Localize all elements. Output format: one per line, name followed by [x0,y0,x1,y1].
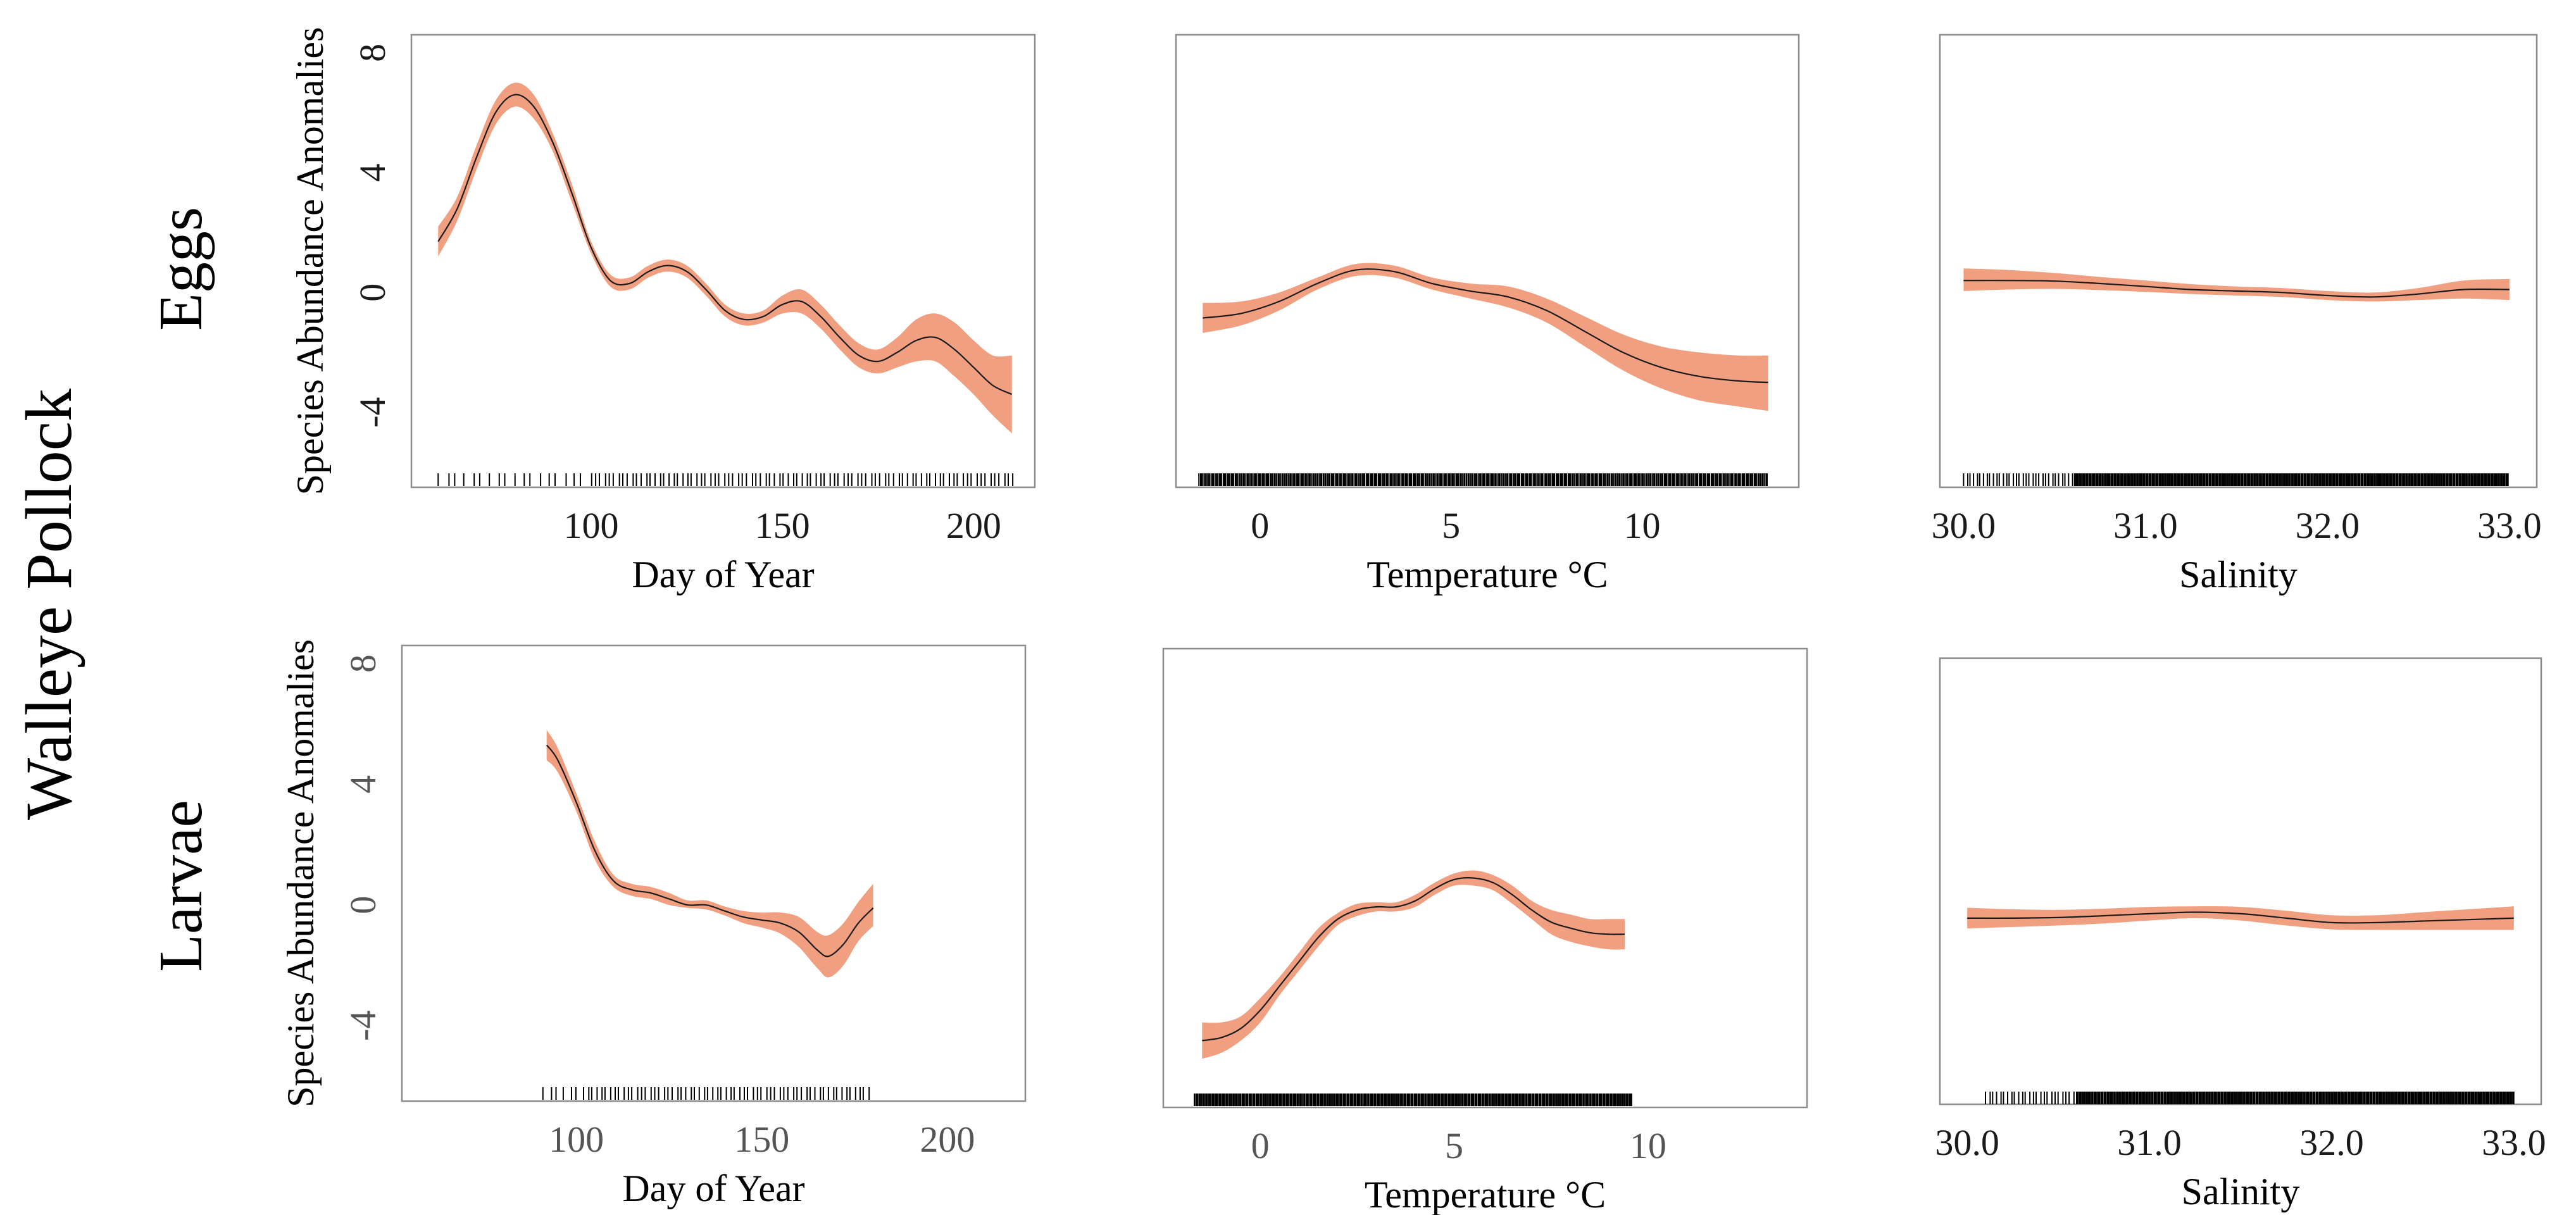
y-tick-label: 8 [352,44,393,62]
x-axis-label: Day of Year [632,554,814,595]
rug-ticks [437,473,1014,486]
x-tick-label: 200 [946,505,1001,546]
y-tick-label: 4 [342,775,384,794]
x-tick-label: 0 [1251,505,1269,546]
x-axis-label: Temperature °C [1366,554,1608,595]
row-label-eggs: Eggs [147,207,215,331]
x-tick-label: 100 [564,505,619,546]
rug-ticks [1985,1092,2515,1104]
x-axis-label: Day of Year [622,1168,804,1209]
plot-frame [1162,647,1808,1109]
x-tick-label: 200 [920,1119,975,1160]
panel-larvae-day-of-year: 100 150 200 -4 0 4 8 Day of Year Species Abundan… [280,639,1027,1209]
x-tick-label: 10 [1630,1125,1666,1166]
fitted-line [1967,911,2514,924]
y-tick-label: 0 [342,896,384,914]
x-tick-label: 33.0 [2482,1122,2546,1163]
y-axis-label: Species Abundance Anomalies [289,27,331,495]
fitted-line [1963,280,2510,298]
x-tick-label: 32.0 [2296,505,2360,546]
x-tick-label: 5 [1442,505,1460,546]
panel-larvae-temperature: 0 5 10 Temperature °C [1162,647,1808,1215]
rug-ticks [542,1087,870,1100]
x-tick-label: 5 [1445,1125,1463,1166]
panel-eggs-temperature: 0 5 10 Temperature °C [1175,34,1800,595]
y-tick-label: 8 [342,654,384,673]
x-axis-label: Salinity [2179,554,2298,595]
x-tick-label: 10 [1623,505,1660,546]
x-tick-label: 33.0 [2477,505,2542,546]
rug-ticks [1194,1094,1632,1106]
x-tick-label: 31.0 [2117,1122,2182,1163]
rug-ticks [1198,473,1768,486]
y-tick-label: -4 [342,1011,384,1041]
plot-frame [1175,34,1800,489]
rug-ticks [1963,473,2509,486]
x-tick-label: 32.0 [2299,1122,2364,1163]
row-label-larvae: Larvae [147,800,215,972]
fitted-line [437,94,1013,396]
confidence-band [1203,263,1768,411]
panel-eggs-day-of-year: 100 150 200 -4 0 4 8 Day of Year Species Abundan… [289,27,1036,595]
panel-larvae-salinity: 30.0 31.0 32.0 33.0 Salinity [1935,657,2546,1212]
confidence-band [1963,268,2510,302]
x-tick-label: 31.0 [2113,505,2178,546]
x-axis-label: Temperature °C [1365,1174,1606,1215]
plot-frame [401,644,1027,1102]
y-tick-label: -4 [352,397,393,427]
confidence-band [1202,870,1625,1059]
confidence-band [438,82,1012,433]
fitted-line [1203,268,1768,383]
x-tick-label: 100 [549,1119,604,1160]
y-tick-label: 0 [352,284,393,302]
species-label: Walleye Pollock [13,389,85,820]
confidence-band [546,730,873,978]
y-axis-label: Species Abundance Anomalies [280,639,322,1107]
plot-frame [1939,657,2542,1106]
fitted-line [546,744,874,957]
x-tick-label: 150 [755,505,810,546]
x-tick-label: 0 [1251,1125,1270,1166]
x-axis-label: Salinity [2182,1171,2300,1212]
x-tick-label: 30.0 [1935,1122,1999,1163]
plot-frame [1939,34,2538,489]
plot-frame [410,34,1036,489]
x-tick-label: 30.0 [1932,505,1996,546]
confidence-band [1967,906,2514,930]
fitted-line [1202,877,1625,1042]
y-tick-label: 4 [352,163,393,182]
panel-eggs-salinity: 30.0 31.0 32.0 33.0 Salinity [1932,34,2542,595]
x-tick-label: 150 [734,1119,789,1160]
